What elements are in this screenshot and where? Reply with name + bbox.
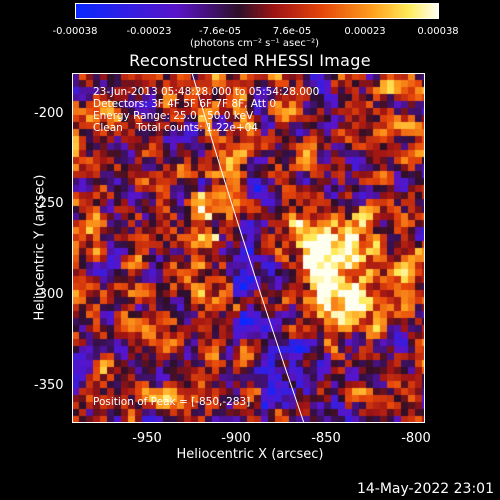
x-axis-label: Heliocentric X (arcsec) bbox=[176, 447, 324, 462]
x-tick-label: -950 bbox=[132, 431, 162, 446]
solar-limb-line bbox=[191, 73, 305, 423]
colorbar-tick: -0.00038 bbox=[52, 26, 98, 37]
y-tick-label: -350 bbox=[34, 378, 64, 393]
annotation-energy: Energy Range: 25.0 - 50.0 keV bbox=[93, 110, 254, 122]
x-tick-label: -800 bbox=[401, 431, 431, 446]
colorbar-unit-label: (photons cm⁻² s⁻¹ asec⁻²) bbox=[190, 38, 320, 49]
colorbar bbox=[75, 3, 439, 19]
timestamp: 14-May-2022 23:01 bbox=[356, 481, 494, 497]
x-tick-label: -900 bbox=[221, 431, 251, 446]
rhessi-image bbox=[72, 73, 425, 423]
y-axis-label: Heliocentric Y (arcsec) bbox=[32, 174, 48, 321]
y-tick-label: -200 bbox=[34, 106, 64, 121]
y-tick-label: -250 bbox=[34, 196, 64, 211]
colorbar-tick: -7.6e-05 bbox=[199, 26, 241, 37]
colorbar-tick: 7.6e-05 bbox=[272, 26, 312, 37]
annotation-time: 23-Jun-2013 05:48:28.000 to 05:54:28.000 bbox=[93, 86, 320, 98]
annotation-detectors: Detectors: 3F 4F 5F 6F 7F 8F, Att 0 bbox=[93, 98, 277, 110]
y-tick-label: -300 bbox=[34, 287, 64, 302]
annotation-clean: Clean Total counts: 1.22e+04 bbox=[93, 122, 258, 134]
colorbar-tick: 0.00023 bbox=[344, 26, 386, 37]
annotation-peak: Position of Peak = [-850,-283] bbox=[93, 396, 251, 408]
colorbar-tick: -0.00023 bbox=[126, 26, 172, 37]
colorbar-tick: 0.00038 bbox=[417, 26, 459, 37]
x-tick-label: -850 bbox=[311, 431, 341, 446]
plot-title: Reconstructed RHESSI Image bbox=[129, 51, 371, 70]
